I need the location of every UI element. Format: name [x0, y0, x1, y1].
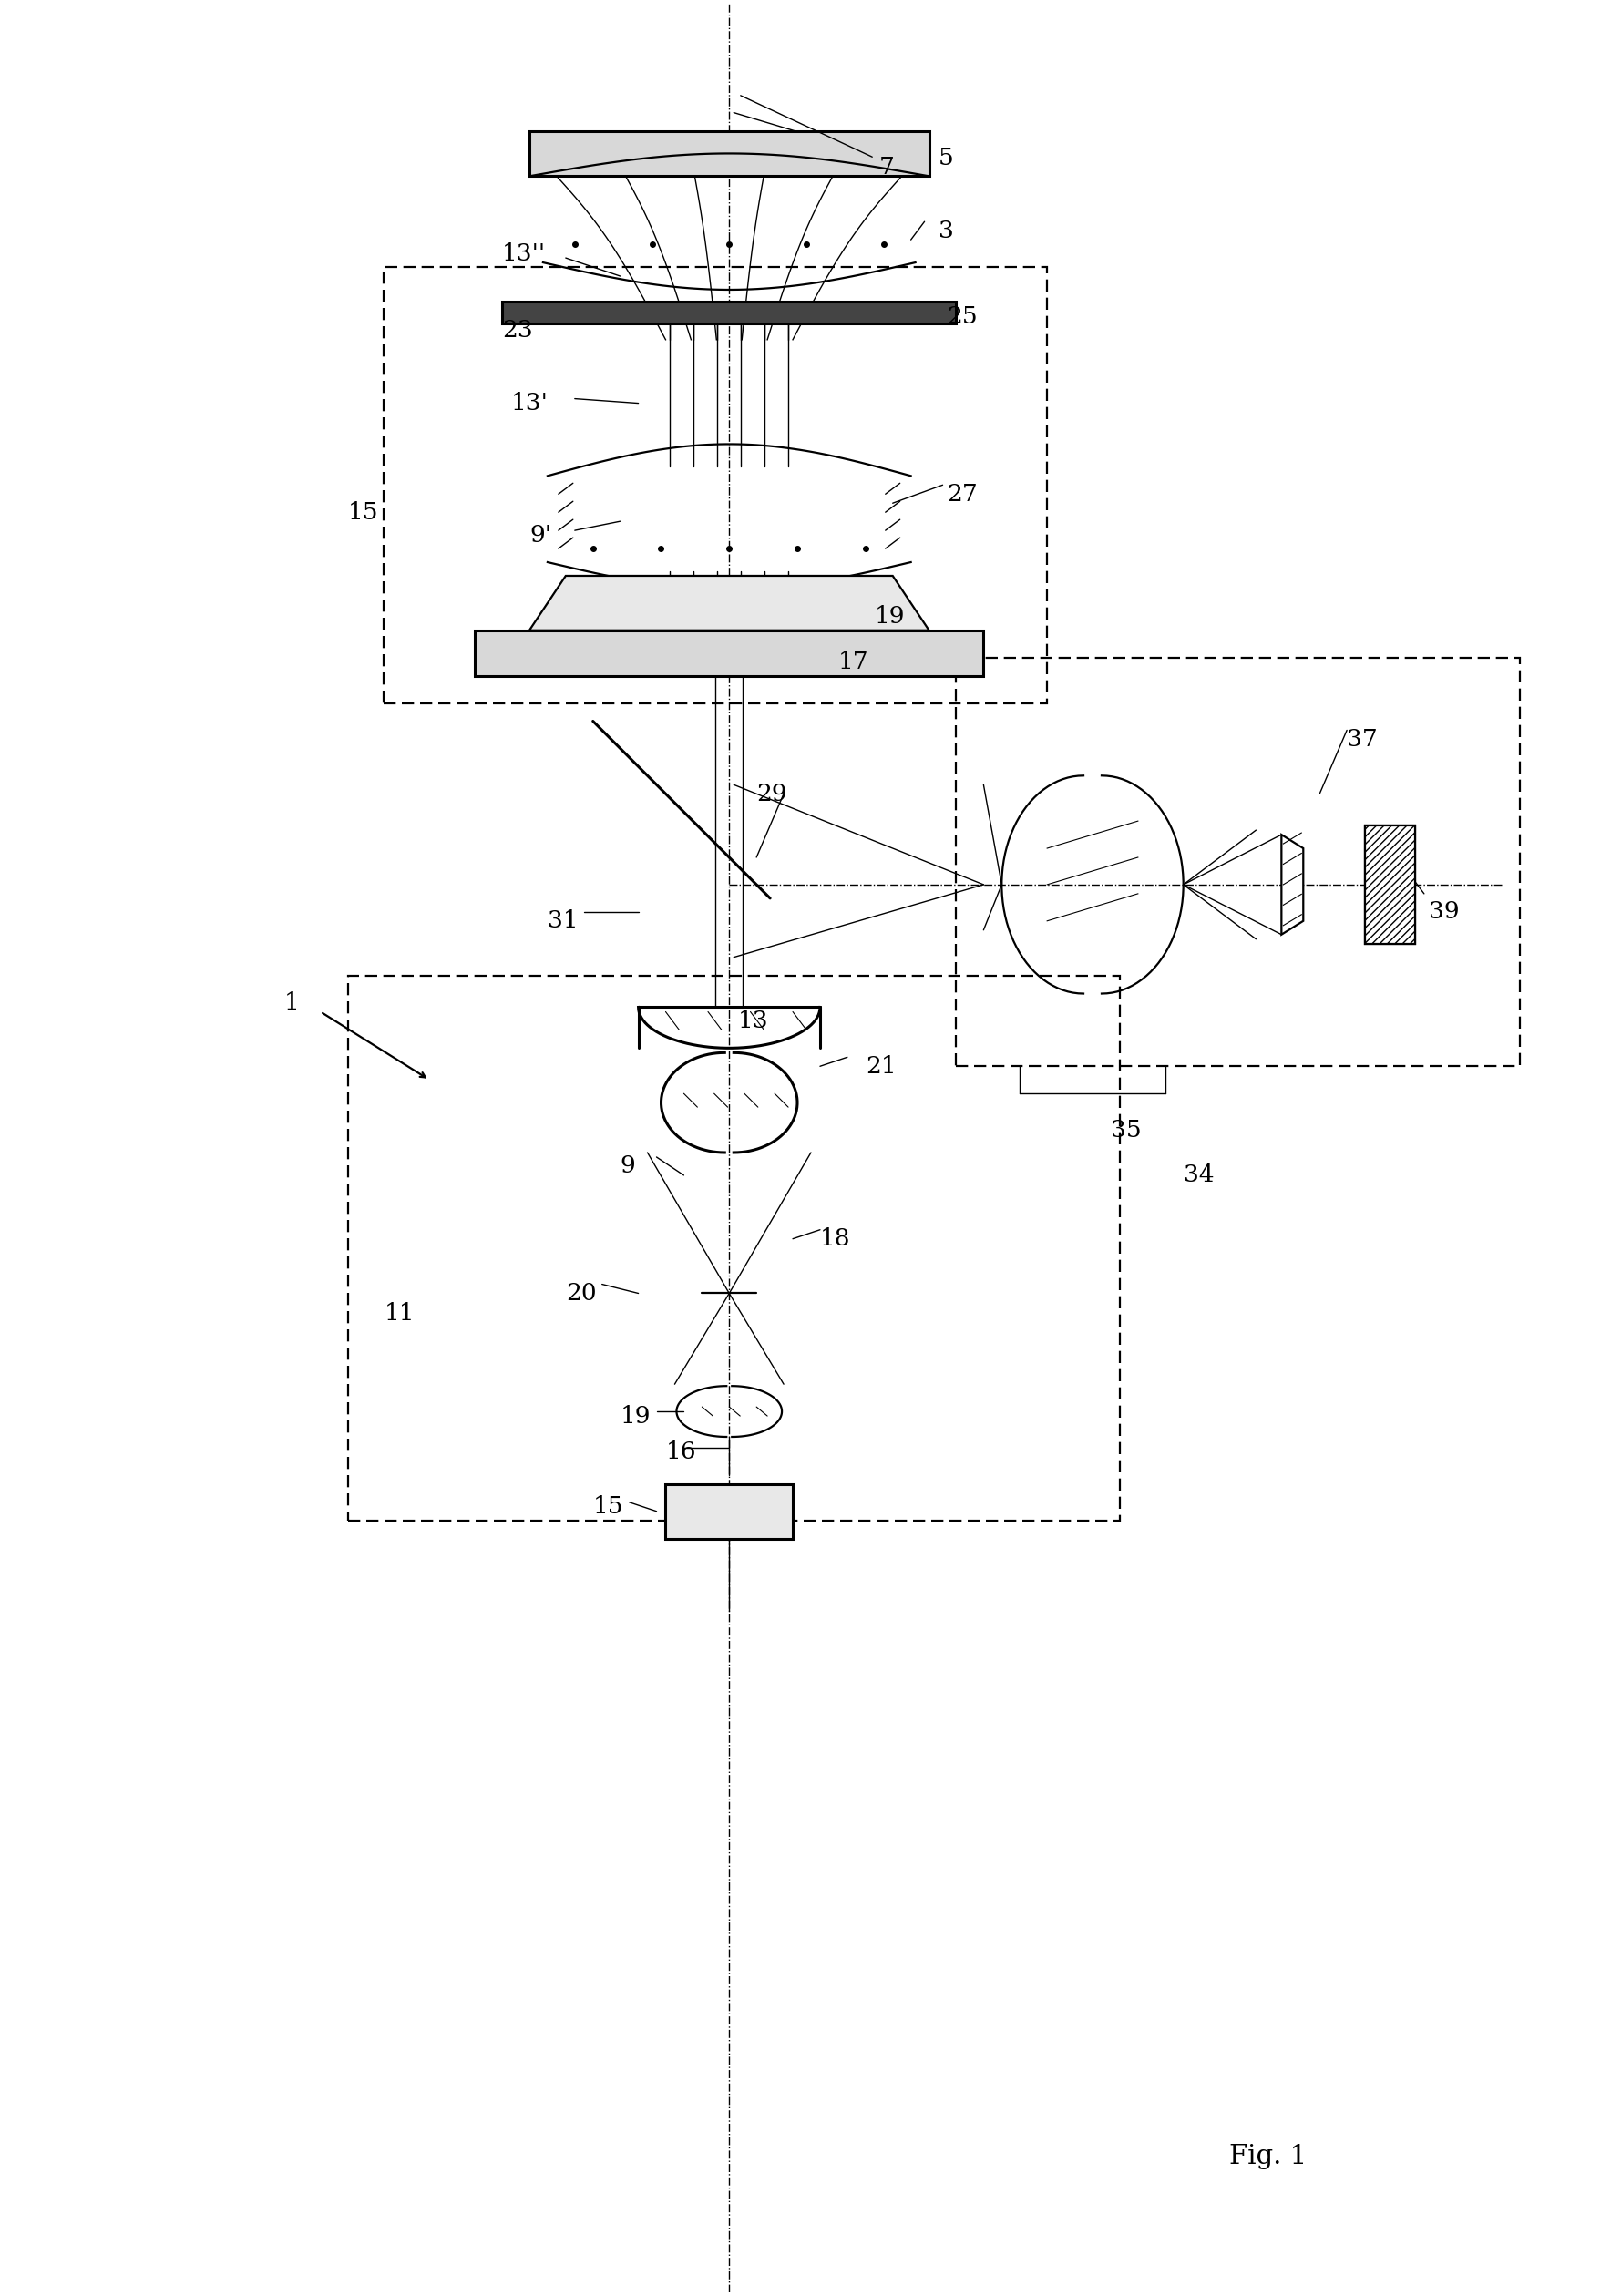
- Text: 34: 34: [1184, 1164, 1215, 1187]
- Bar: [530, 131, 930, 177]
- Text: 1: 1: [284, 992, 300, 1015]
- Bar: [503, 301, 957, 324]
- Text: 21: 21: [865, 1054, 896, 1077]
- Text: 31: 31: [548, 909, 578, 932]
- Text: 17: 17: [838, 650, 868, 673]
- Text: 15: 15: [593, 1495, 623, 1518]
- Bar: [383, 266, 1047, 703]
- Text: 29: 29: [757, 783, 788, 806]
- Text: 25: 25: [947, 305, 978, 328]
- Text: 16: 16: [665, 1442, 696, 1463]
- Text: 11: 11: [383, 1302, 414, 1325]
- Text: 18: 18: [820, 1228, 851, 1251]
- Text: 13': 13': [511, 393, 548, 416]
- Text: 23: 23: [503, 319, 533, 342]
- Text: 15: 15: [348, 501, 379, 523]
- Text: 19: 19: [875, 606, 905, 629]
- Text: 9: 9: [620, 1155, 635, 1178]
- Bar: [957, 657, 1519, 1065]
- Text: 19: 19: [620, 1405, 651, 1428]
- Text: 27: 27: [947, 482, 978, 505]
- Bar: [1365, 827, 1414, 944]
- Text: 35: 35: [1110, 1118, 1141, 1141]
- Text: 13: 13: [738, 1010, 768, 1033]
- Text: 37: 37: [1347, 728, 1377, 751]
- Bar: [1365, 827, 1414, 944]
- Text: 39: 39: [1429, 900, 1460, 923]
- Text: 20: 20: [565, 1281, 596, 1304]
- Text: 7: 7: [880, 156, 894, 179]
- Bar: [475, 631, 984, 675]
- Text: Fig. 1: Fig. 1: [1229, 2144, 1307, 2170]
- Polygon shape: [1281, 836, 1303, 934]
- Text: 13'': 13'': [503, 241, 546, 264]
- Polygon shape: [530, 576, 930, 631]
- Text: 5: 5: [938, 147, 954, 170]
- Text: 9': 9': [530, 523, 551, 546]
- Bar: [665, 1483, 793, 1538]
- Bar: [348, 976, 1120, 1520]
- Text: 3: 3: [938, 220, 954, 241]
